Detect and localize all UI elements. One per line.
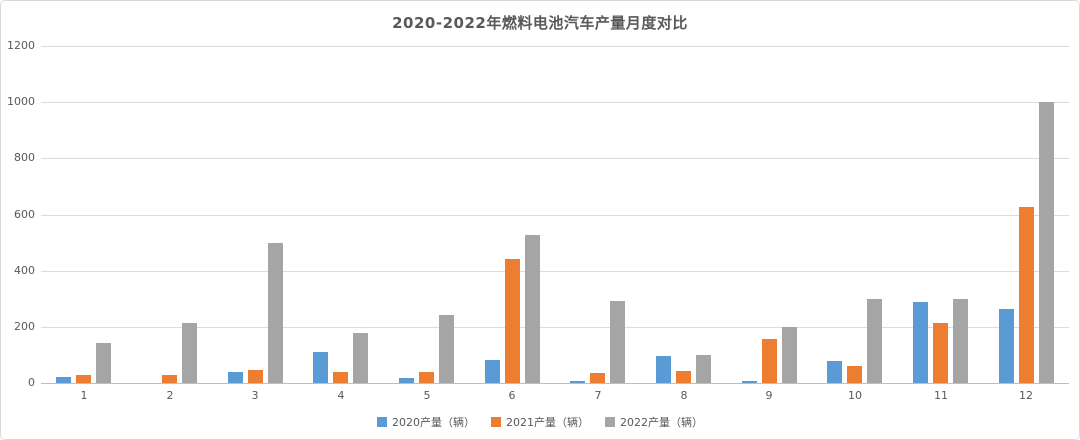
bar-2022-month-7 [610, 301, 625, 383]
bar-2020-month-1 [56, 377, 71, 383]
x-axis-label-12: 12 [1019, 389, 1033, 402]
bar-2022-month-11 [953, 299, 968, 383]
legend-item-2020: 2020产量（辆） [377, 414, 475, 430]
bar-2022-month-12 [1039, 102, 1054, 383]
bar-2022-month-10 [867, 299, 882, 383]
gridline-400 [41, 271, 1069, 272]
legend-item-2021: 2021产量（辆） [491, 414, 589, 430]
bar-2020-month-4 [313, 352, 328, 383]
bar-2022-month-9 [782, 327, 797, 383]
bar-2021-month-12 [1019, 207, 1034, 383]
x-axis-line [41, 383, 1069, 384]
gridline-600 [41, 215, 1069, 216]
bar-2021-month-3 [248, 370, 263, 383]
gridline-1000 [41, 102, 1069, 103]
bar-2022-month-5 [439, 315, 454, 383]
legend-item-2022: 2022产量（辆） [605, 414, 703, 430]
legend-label-2022: 2022产量（辆） [620, 416, 703, 429]
bar-2022-month-2 [182, 323, 197, 383]
x-axis-label-8: 8 [680, 389, 688, 402]
bar-2022-month-6 [525, 235, 540, 383]
bar-2022-month-8 [696, 355, 711, 383]
bar-2021-month-10 [847, 366, 862, 383]
bar-2020-month-5 [399, 378, 414, 383]
x-axis-label-6: 6 [508, 389, 516, 402]
bar-2020-month-10 [827, 361, 842, 383]
y-axis-tick-label-800: 800 [14, 151, 35, 164]
x-axis-label-7: 7 [594, 389, 602, 402]
legend-swatch-2021 [491, 417, 501, 427]
bar-2022-month-4 [353, 333, 368, 383]
bar-2020-month-3 [228, 372, 243, 383]
bar-2021-month-6 [505, 259, 520, 383]
bar-2021-month-4 [333, 372, 348, 383]
legend-swatch-2020 [377, 417, 387, 427]
x-axis-label-2: 2 [166, 389, 174, 402]
bar-2020-month-7 [570, 381, 585, 383]
legend: 2020产量（辆） 2021产量（辆） 2022产量（辆） [1, 414, 1079, 430]
gridline-1200 [41, 46, 1069, 47]
bar-2021-month-9 [762, 339, 777, 383]
y-axis-tick-label-0: 0 [28, 376, 35, 389]
gridline-800 [41, 158, 1069, 159]
y-axis-tick-label-1000: 1000 [7, 95, 35, 108]
legend-swatch-2022 [605, 417, 615, 427]
gridline-200 [41, 327, 1069, 328]
legend-label-2020: 2020产量（辆） [392, 416, 475, 429]
y-axis-tick-label-1200: 1200 [7, 39, 35, 52]
x-axis-label-10: 10 [848, 389, 862, 402]
bar-2020-month-8 [656, 356, 671, 383]
chart-title: 2020-2022年燃料电池汽车产量月度对比 [392, 14, 688, 32]
x-axis-label-1: 1 [80, 389, 88, 402]
y-axis-tick-label-600: 600 [14, 208, 35, 221]
y-axis-tick-label-200: 200 [14, 320, 35, 333]
bar-2022-month-3 [268, 243, 283, 383]
bar-2020-month-9 [742, 381, 757, 383]
bar-2021-month-2 [162, 375, 177, 383]
x-axis-label-11: 11 [934, 389, 948, 402]
bar-2020-month-12 [999, 309, 1014, 383]
x-axis-label-5: 5 [423, 389, 431, 402]
bar-2020-month-11 [913, 302, 928, 383]
x-axis-label-4: 4 [337, 389, 345, 402]
x-axis-label-9: 9 [765, 389, 773, 402]
bar-2021-month-5 [419, 372, 434, 383]
bar-2021-month-11 [933, 323, 948, 383]
bar-2021-month-1 [76, 375, 91, 383]
bar-2021-month-8 [676, 371, 691, 383]
legend-label-2021: 2021产量（辆） [506, 416, 589, 429]
y-axis-tick-label-400: 400 [14, 264, 35, 277]
x-axis-label-3: 3 [251, 389, 259, 402]
bar-2022-month-1 [96, 343, 111, 383]
bar-2021-month-7 [590, 373, 605, 383]
bar-2020-month-6 [485, 360, 500, 383]
